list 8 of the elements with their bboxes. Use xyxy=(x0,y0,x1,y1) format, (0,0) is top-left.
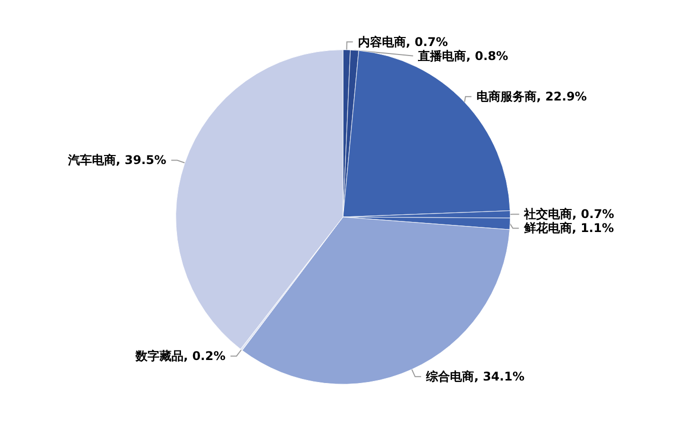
slice-label: 综合电商, 34.1% xyxy=(425,370,524,384)
slice-label: 社交电商, 0.7% xyxy=(523,207,614,222)
slice-label: 内容电商, 0.7% xyxy=(358,34,448,49)
slice-label: 鲜花电商, 1.1% xyxy=(522,221,614,236)
slice-label: 数字藏品, 0.2% xyxy=(134,349,226,364)
slice-label: 直播电商, 0.8% xyxy=(417,48,508,63)
slice-label: 汽车电商, 39.5% xyxy=(66,153,166,168)
slice-label: 电商服务商, 22.9% xyxy=(476,90,587,104)
